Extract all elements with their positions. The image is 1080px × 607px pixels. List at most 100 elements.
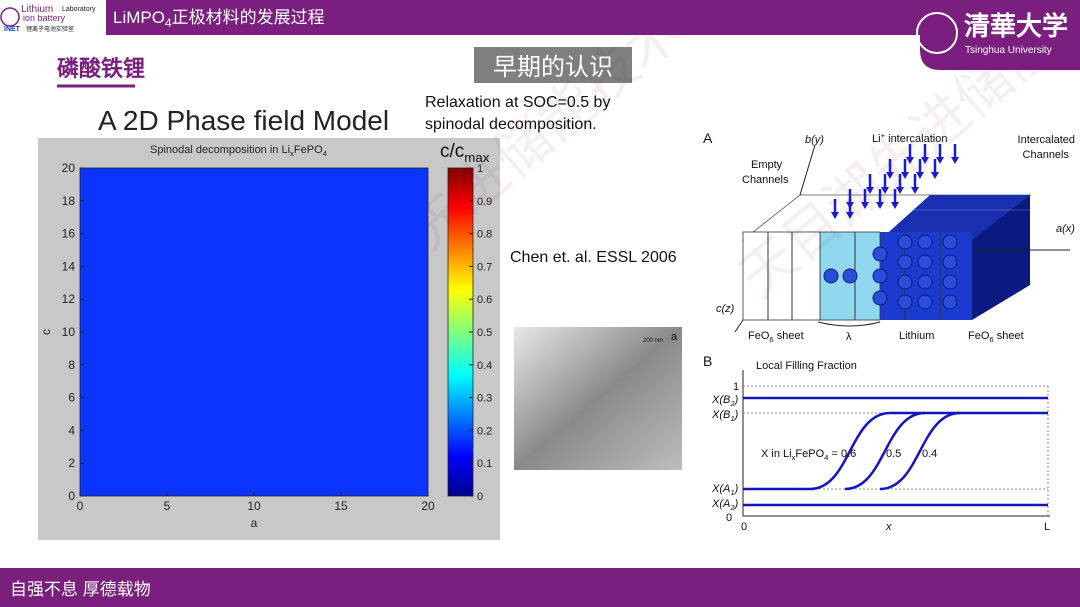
colorbar-tick-label: 0.2 [477,425,492,437]
text-part: 4 [824,453,829,462]
lithium-ion [872,268,888,284]
y-tick-label: 12 [62,292,76,306]
text-part: c/c [440,141,464,162]
arrow-head [891,202,899,209]
label: X in LixFePO4 = 0.6 [761,448,856,462]
label: λ [846,331,852,343]
colorbar-tick-label: 0.7 [477,261,492,273]
text-part: ) [733,394,739,406]
label: B [703,353,712,369]
colorbar-tick-label: 0.1 [477,458,492,470]
lithium-ion [823,268,839,284]
x-tick-label: 15 [334,499,348,513]
label: a(x) [1056,223,1075,235]
text-part: = 0.6 [828,448,856,460]
text-part: 4 [165,16,172,30]
badge-box [474,47,632,83]
arrow-head [951,157,959,164]
x-tick-label: 20 [421,499,435,513]
y-tick-label: 10 [62,325,76,339]
text-part: LiMPO [113,8,165,27]
label: Channels [1023,149,1070,161]
text-part: X(B [711,394,730,406]
label: Intercalated [1018,134,1075,146]
label: 1 [733,381,739,393]
tem-image [514,327,682,470]
label: Empty [751,159,783,171]
plot-title: Spinodal decomposition in LixFePO4 [150,144,328,158]
text-part: X(A [711,498,730,510]
lithium-ion [842,268,858,284]
lithium-ion [897,254,913,270]
colorbar-tick-label: 0.6 [477,294,492,306]
label: Li+ intercalation [872,131,947,145]
label: Lithium [899,330,934,342]
label: FeO6 sheet [968,330,1024,344]
label: 0 [726,512,732,524]
label: X(A2) [711,498,739,512]
x-axis-label: a [251,516,258,530]
text-part: 4 [323,149,328,158]
text-part: 6 [769,335,773,344]
colorbar-tick-label: 0.9 [477,196,492,208]
lithium-ion [917,274,933,290]
arrow-head [916,172,924,179]
colorbar [447,167,474,497]
y-axis-label: c [39,329,53,335]
text-part: FePO [795,448,824,460]
text-part: 2 [729,399,735,408]
text-part: max [464,150,489,165]
text-part: x [290,149,294,158]
label: X(B2) [711,394,739,408]
logo-box [0,0,106,35]
lithium-ion [897,294,913,310]
text-part: X(A [711,483,730,495]
y-tick-label: 16 [62,227,76,241]
arrow-head [911,187,919,194]
lithium-ion [917,234,933,250]
university-seal [916,12,958,54]
arrow-head [931,172,939,179]
label: X(B1) [711,409,739,423]
lithium-ion [917,294,933,310]
university-cn: 清華大学 [964,11,1068,41]
text-part: + [881,131,886,140]
text-part: ) [733,483,739,495]
y-tick-label: 4 [68,423,75,437]
label: b(y) [805,134,824,146]
lithium-ion [897,234,913,250]
text-part: x [792,453,796,462]
y-tick-label: 18 [62,194,76,208]
arrow-head [936,157,944,164]
colorbar-tick-label: 0 [477,491,483,503]
x-tick-label: 5 [164,499,171,513]
text-part: FeO [968,330,990,342]
tem-label: a [671,331,678,343]
text-part: FePO [294,144,323,156]
label: Local Filling Fraction [756,360,857,372]
arrow-head [886,172,894,179]
note: Relaxation at SOC=0.5 by [425,94,610,111]
university-tab-top [890,0,1080,35]
section-title: 磷酸铁锂 [57,56,145,81]
label: 0.5 [886,448,901,460]
text-part: 1 [730,488,734,497]
note: spinodal decomposition. [425,116,597,133]
tem-scale: 200 nm [643,338,663,344]
colorbar-tick-label: 0.5 [477,327,492,339]
text-part: sheet [994,330,1024,342]
x-tick-label: 0 [77,499,84,513]
text-part: 1 [730,414,734,423]
footer-text: 自强不息 厚德载物 [10,580,151,599]
y-tick-label: 14 [62,259,76,273]
label: FeO6 sheet [748,330,804,344]
x-tick-label: 10 [247,499,261,513]
colorbar-tick-label: 0.3 [477,393,492,405]
text-part: sheet [774,330,804,342]
logo-text: Lithium [21,4,53,15]
colorbar-label: c/cmax [440,141,490,165]
colorbar-tick-label: 0.8 [477,229,492,241]
arrow-head [831,212,839,219]
label: 0.4 [922,448,937,460]
